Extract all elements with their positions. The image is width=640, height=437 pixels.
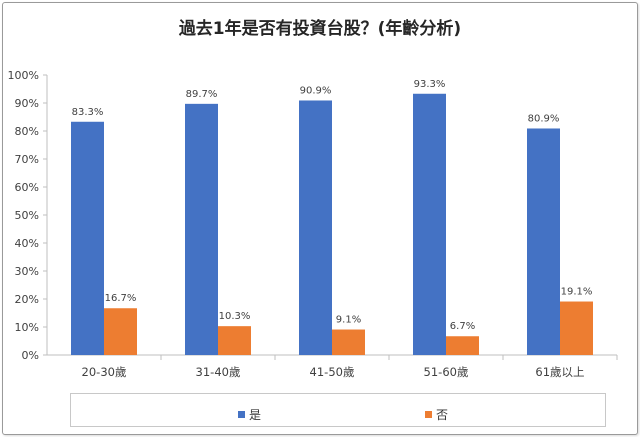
y-tick-label: 70% bbox=[15, 153, 39, 166]
x-tick-label: 61歲以上 bbox=[535, 365, 584, 379]
data-label: 10.3% bbox=[219, 311, 251, 322]
bar-no-2 bbox=[332, 329, 365, 355]
chart-title: 過去1年是否有投資台股？(年齡分析) bbox=[178, 19, 462, 39]
legend-label-no: 否 bbox=[436, 408, 449, 422]
x-tick-label: 41-50歲 bbox=[310, 365, 355, 379]
legend-label-yes: 是 bbox=[249, 408, 262, 422]
legend-swatch-yes bbox=[238, 411, 245, 418]
legend-swatch-no bbox=[425, 411, 432, 418]
y-tick-label: 0% bbox=[22, 349, 39, 362]
x-tick-label: 20-30歲 bbox=[82, 365, 127, 379]
bar-yes-1 bbox=[185, 103, 218, 355]
bar-yes-0 bbox=[71, 121, 104, 355]
data-label: 89.7% bbox=[186, 89, 218, 100]
bar-no-4 bbox=[560, 301, 593, 355]
y-tick-label: 90% bbox=[15, 97, 39, 110]
bar-yes-3 bbox=[413, 93, 446, 355]
data-label: 16.7% bbox=[105, 293, 137, 304]
data-label: 6.7% bbox=[450, 321, 475, 332]
y-tick-label: 60% bbox=[15, 181, 39, 194]
bar-no-3 bbox=[446, 336, 479, 355]
y-tick-label: 20% bbox=[15, 293, 39, 306]
data-label: 93.3% bbox=[414, 79, 446, 90]
data-label: 83.3% bbox=[72, 107, 104, 118]
data-label: 80.9% bbox=[528, 113, 560, 124]
bar-yes-2 bbox=[299, 100, 332, 355]
y-tick-label: 100% bbox=[8, 69, 39, 82]
bar-no-0 bbox=[104, 308, 137, 355]
legend-item-no: 否 bbox=[425, 406, 448, 423]
legend-item-yes: 是 bbox=[238, 406, 261, 423]
y-tick-label: 80% bbox=[15, 125, 39, 138]
y-tick-label: 30% bbox=[15, 265, 39, 278]
data-label: 19.1% bbox=[561, 287, 593, 298]
y-tick-label: 10% bbox=[15, 321, 39, 334]
data-label: 9.1% bbox=[336, 315, 361, 326]
bar-no-1 bbox=[218, 326, 251, 355]
bar-yes-4 bbox=[527, 128, 560, 355]
legend: 是 否 bbox=[70, 393, 606, 427]
y-tick-label: 50% bbox=[15, 209, 39, 222]
x-tick-label: 31-40歲 bbox=[196, 365, 241, 379]
data-label: 90.9% bbox=[300, 85, 332, 96]
y-tick-label: 40% bbox=[15, 237, 39, 250]
x-tick-label: 51-60歲 bbox=[424, 365, 469, 379]
